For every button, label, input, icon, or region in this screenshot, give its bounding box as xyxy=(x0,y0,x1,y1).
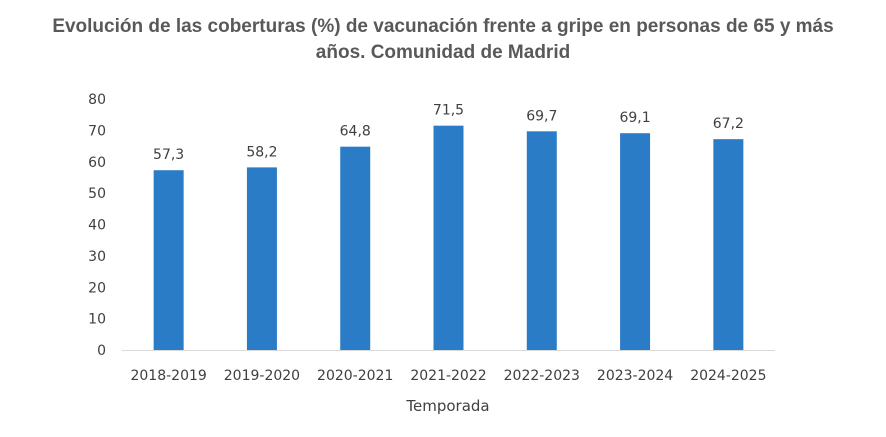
x-tick-label-2018-2019: 2018-2019 xyxy=(130,368,206,384)
bar-2020-2021 xyxy=(340,146,371,350)
y-tick-label-3: 30 xyxy=(88,249,106,265)
data-label-2021-2022: 71,5 xyxy=(433,103,464,119)
y-tick-label-0: 0 xyxy=(97,343,106,359)
x-axis-title: Temporada xyxy=(405,397,489,415)
data-label-2023-2024: 69,1 xyxy=(619,110,650,126)
y-tick-label-6: 60 xyxy=(88,155,106,171)
bar-2018-2019 xyxy=(153,170,184,350)
bar-2021-2022 xyxy=(433,125,464,350)
bar-2019-2020 xyxy=(246,167,277,350)
data-labels: 57,3 58,2 64,8 71,5 69,7 69,1 67,2 xyxy=(153,103,744,164)
chart-title-line-2: años. Comunidad de Madrid xyxy=(315,42,571,63)
x-tick-label-2021-2022: 2021-2022 xyxy=(410,368,486,384)
y-axis: 0 10 20 30 40 50 60 70 80 xyxy=(88,92,106,359)
data-label-2024-2025: 67,2 xyxy=(713,116,744,132)
data-label-2022-2023: 69,7 xyxy=(526,108,557,124)
x-tick-label-2024-2025: 2024-2025 xyxy=(690,368,766,384)
y-tick-label-8: 80 xyxy=(88,92,106,108)
x-tick-label-2023-2024: 2023-2024 xyxy=(597,368,673,384)
x-tick-label-2022-2023: 2022-2023 xyxy=(504,368,580,384)
data-label-2019-2020: 58,2 xyxy=(246,144,277,160)
x-tick-label-2020-2021: 2020-2021 xyxy=(317,368,393,384)
data-label-2018-2019: 57,3 xyxy=(153,147,184,163)
data-label-2020-2021: 64,8 xyxy=(340,124,371,140)
x-axis: 2018-2019 2019-2020 2020-2021 2021-2022 2022… xyxy=(130,368,766,384)
x-tick-label-2019-2020: 2019-2020 xyxy=(224,368,300,384)
y-tick-label-5: 50 xyxy=(88,186,106,202)
y-tick-label-2: 20 xyxy=(88,280,106,296)
bar-2022-2023 xyxy=(526,131,557,350)
bar-2024-2025 xyxy=(713,139,744,350)
y-tick-label-4: 40 xyxy=(88,218,106,234)
y-tick-label-7: 70 xyxy=(88,123,106,139)
y-tick-label-1: 10 xyxy=(88,312,106,328)
chart-title-line-1: Evolución de las coberturas (%) de vacun… xyxy=(52,16,834,37)
bar-2023-2024 xyxy=(620,133,651,350)
chart-title: Evolución de las coberturas (%) de vacun… xyxy=(0,14,886,66)
bars xyxy=(153,125,744,350)
